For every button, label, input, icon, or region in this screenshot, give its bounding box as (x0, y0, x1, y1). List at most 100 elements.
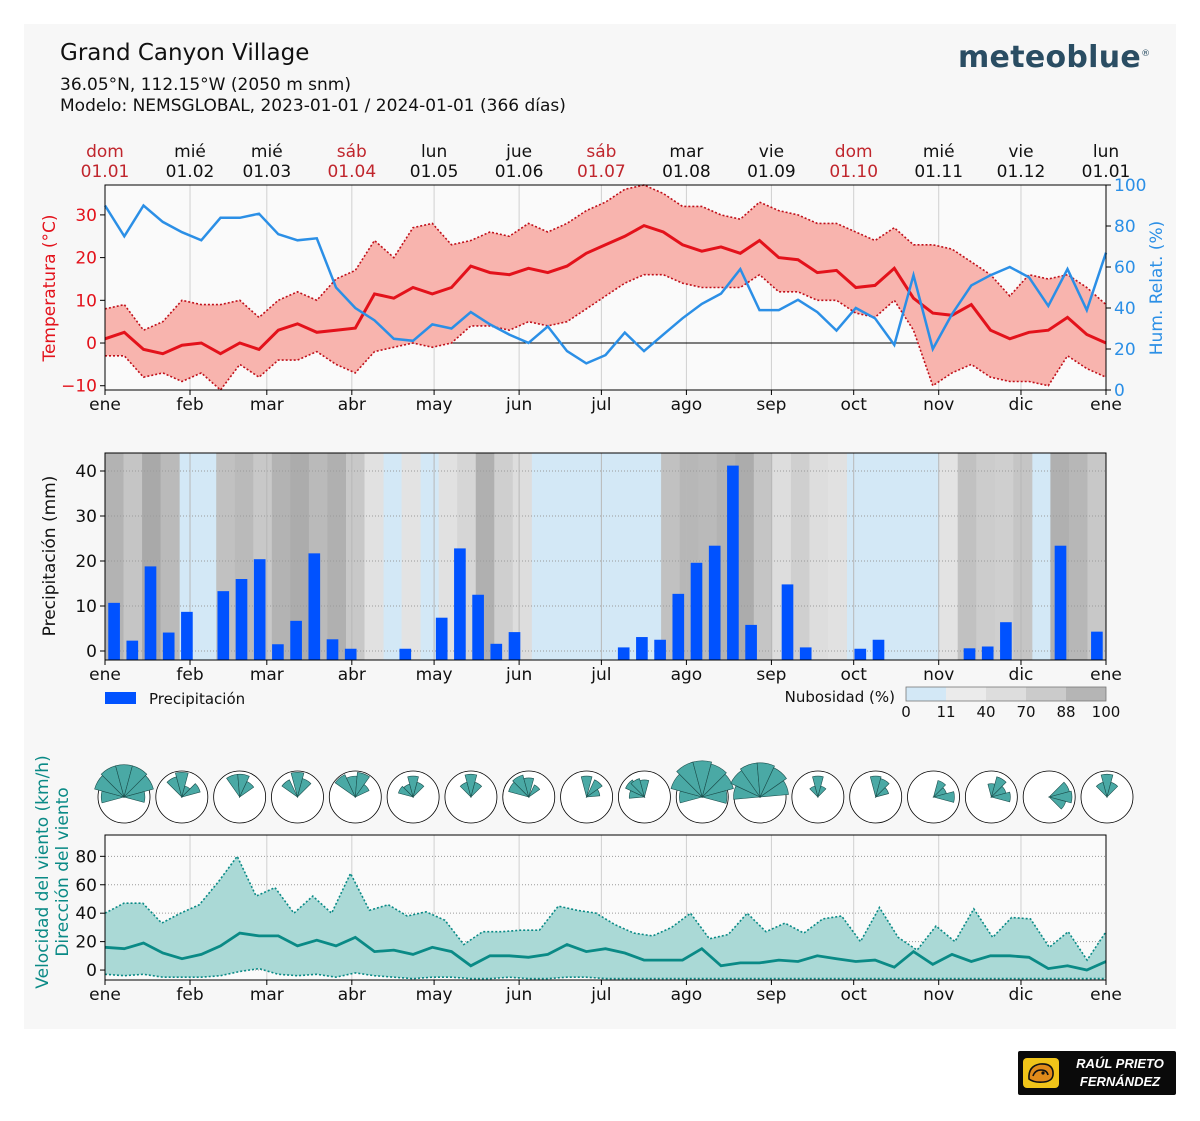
top-day-label: mié (174, 142, 206, 162)
humidity-ytick-label: 100 (1114, 176, 1146, 196)
temp-ytick-label: 10 (75, 291, 97, 311)
wind-rose-sector (869, 775, 882, 799)
precip-bar (781, 584, 794, 660)
precip-bar (854, 648, 867, 660)
humidity-ytick-label: 0 (1114, 381, 1125, 401)
humidity-ytick-label: 20 (1114, 340, 1136, 360)
cloud-cover-stripe (735, 453, 755, 660)
wind-rose-sector (296, 778, 312, 799)
cloud-cover-stripe (976, 453, 996, 660)
precip-bar (162, 632, 175, 660)
cloud-cover-stripe (123, 453, 143, 660)
wind-rose (271, 770, 324, 824)
wind-rose (1080, 770, 1134, 824)
coordinates-text: 36.05°N, 112.15°W (2050 m snm) (60, 75, 351, 95)
top-day-label: mié (251, 142, 283, 162)
temp-range-band (105, 185, 1106, 390)
precip-bar (1054, 545, 1067, 660)
precip-bar (872, 639, 885, 660)
top-date-label: 01.12 (997, 162, 1046, 182)
temp-month-label: oct (840, 395, 867, 415)
wind-rose-sector (585, 788, 601, 798)
wind-month-label: ago (671, 985, 703, 1005)
wind-rose-sector (122, 775, 154, 798)
cloud-legend-cell (946, 687, 986, 701)
wind-rose-sector (122, 791, 146, 803)
wind-rose-sector (987, 783, 996, 799)
wind-rose-sector (585, 779, 603, 798)
temp-month-label: jun (505, 395, 532, 415)
temp-month-label: sep (756, 395, 786, 415)
wind-rose (791, 770, 845, 824)
top-day-label: vie (1008, 142, 1033, 162)
wind-speed-axis-label: Velocidad del viento (km/h) (33, 755, 53, 988)
precip-bar (690, 562, 703, 660)
temp-max-line (104, 184, 1107, 332)
temp-plot-frame (104, 184, 1107, 391)
cloud-cover-stripe (827, 453, 847, 660)
cloud-cover-stripe (939, 453, 959, 660)
temp-month-label: jul (590, 395, 611, 415)
wind-rose-sector (756, 762, 775, 799)
cloud-cover-stripe (438, 453, 458, 660)
cloud-cover-stripe (364, 453, 384, 660)
wind-month-label: abr (338, 985, 366, 1005)
precip-bar (708, 545, 721, 660)
precip-bar (1091, 631, 1103, 660)
top-date-label: 01.02 (166, 162, 215, 182)
precip-bar (727, 465, 739, 660)
wind-rose-sector (932, 791, 955, 803)
cloud-cover-stripe (957, 453, 977, 660)
temp-month-label: feb (176, 395, 203, 415)
wind-rose-sector (759, 767, 787, 798)
wind-rose (502, 770, 556, 824)
wind-month-label: nov (923, 985, 954, 1005)
wind-month-label: ene (89, 985, 121, 1005)
top-day-label: sáb (337, 142, 367, 162)
wind-rose (94, 764, 154, 824)
precip-bar (435, 617, 448, 660)
wind-rose-sector (464, 773, 478, 799)
precip-axis-label: Precipitación (mm) (40, 476, 60, 637)
temp-axis-label: Temperatura (°C) (40, 214, 60, 362)
top-day-label: vie (759, 142, 784, 162)
cloud-cover-stripe (160, 453, 180, 660)
precip-plot-frame (104, 452, 1107, 661)
temp-month-label: ene (1090, 395, 1122, 415)
badge-name-line1: RAÚL PRIETO (1076, 1056, 1164, 1071)
wind-ytick-label: 80 (75, 847, 97, 867)
humidity-ytick-label: 60 (1114, 258, 1136, 278)
top-date-label: 01.01 (81, 162, 130, 182)
top-day-label: lun (1093, 142, 1119, 162)
wind-rose-sector (237, 773, 250, 799)
wind-month-label: feb (176, 985, 203, 1005)
temp-month-label: dic (1009, 395, 1034, 415)
precip-bar (745, 624, 757, 660)
wind-rose (618, 770, 671, 824)
cloud-legend-cell (986, 687, 1026, 701)
wind-rose-sector (630, 778, 645, 799)
temp-month-label: mar (250, 395, 284, 415)
model-info: Modelo: NEMSGLOBAL, 2023-01-01 / 2024-01… (60, 96, 566, 116)
cloud-cover-stripe (494, 453, 514, 660)
top-day-label: mié (923, 142, 955, 162)
precip-ytick-label: 20 (75, 552, 97, 572)
wind-plot-frame (104, 834, 1107, 981)
temp-ytick-label: 30 (75, 206, 97, 226)
precip-bar (672, 593, 685, 660)
brand-name: meteoblue (958, 40, 1142, 75)
wind-rose-sector (470, 781, 483, 798)
wind-direction-axis-label: Dirección del viento (53, 787, 73, 956)
precip-bar (326, 639, 339, 660)
cloud-legend-tick: 11 (936, 703, 955, 721)
wind-ytick-label: 40 (75, 904, 97, 924)
top-date-label: 01.10 (829, 162, 878, 182)
top-day-label: mar (669, 142, 703, 162)
precip-bar (963, 648, 976, 660)
cloud-cover-stripe (809, 453, 829, 660)
wind-rose (1022, 770, 1076, 824)
temp-month-label: ago (671, 395, 703, 415)
precip-month-label: mar (250, 665, 284, 685)
wind-rose-sector (512, 774, 530, 798)
wind-rose-sector (528, 784, 541, 798)
